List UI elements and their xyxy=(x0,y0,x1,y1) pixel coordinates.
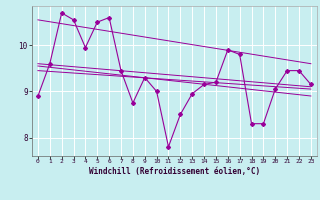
X-axis label: Windchill (Refroidissement éolien,°C): Windchill (Refroidissement éolien,°C) xyxy=(89,167,260,176)
